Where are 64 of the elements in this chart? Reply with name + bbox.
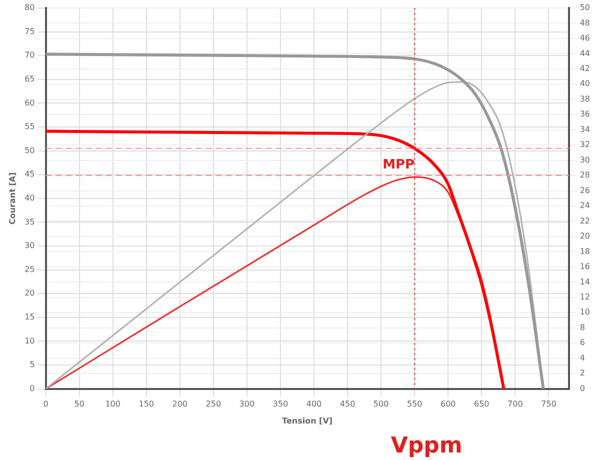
y-tick-label: 45 bbox=[24, 170, 35, 179]
y-tick-label: 20 bbox=[24, 288, 35, 298]
x-tick-label: 500 bbox=[373, 400, 389, 409]
x-tick-label: 400 bbox=[306, 400, 322, 409]
y2-tick-label: 18 bbox=[580, 246, 590, 256]
y2-tick-label: 34 bbox=[580, 124, 590, 134]
y2-tick-label: 44 bbox=[580, 48, 590, 58]
y2-tick-label: 22 bbox=[580, 216, 590, 226]
text: Vppm bbox=[390, 434, 462, 459]
y2-tick-label: 0 bbox=[580, 384, 585, 393]
y2-tick-label: 16 bbox=[580, 262, 590, 272]
x-tick-label: 550 bbox=[406, 400, 422, 409]
y2-tick-label: 4 bbox=[580, 353, 585, 362]
x-tick-label: 700 bbox=[508, 400, 523, 409]
y2-tick-label: 40 bbox=[580, 79, 590, 88]
line-series bbox=[46, 130, 506, 389]
x-tick-label: 650 bbox=[474, 400, 490, 409]
x-tick-label: 150 bbox=[138, 400, 154, 409]
y-axis-title: Courant [A] bbox=[8, 172, 17, 225]
y2-tick-label: 28 bbox=[580, 170, 590, 180]
x-tick-label: 600 bbox=[440, 400, 456, 409]
y2-tick-label: 26 bbox=[580, 186, 590, 195]
y-tick-label: 40 bbox=[24, 193, 35, 202]
y-tick-label: 80 bbox=[24, 3, 35, 12]
y-tick-label: 10 bbox=[24, 336, 35, 346]
y-tick-label: 15 bbox=[24, 312, 35, 322]
y2-tick-label: 8 bbox=[580, 322, 585, 332]
x-axis-title: Tension [V] bbox=[282, 416, 333, 426]
y2-tick-label: 48 bbox=[580, 18, 590, 28]
y2-tick-label: 14 bbox=[580, 277, 590, 286]
y2-tick-label: 30 bbox=[580, 155, 590, 164]
x-tick-label: 750 bbox=[541, 400, 556, 409]
y2-tick-label: 24 bbox=[580, 201, 590, 210]
y-tick-label: 5 bbox=[30, 360, 35, 370]
x-tick-label: 250 bbox=[206, 400, 222, 409]
y-tick-label: 55 bbox=[24, 122, 35, 132]
annotation: MPP bbox=[382, 157, 415, 172]
y2-tick-label: 10 bbox=[580, 308, 590, 317]
y2-tick-label: 46 bbox=[580, 34, 590, 43]
y2-tick-label: 38 bbox=[580, 94, 590, 104]
y-tick-label: 30 bbox=[24, 241, 35, 250]
x-tick-label: 300 bbox=[239, 400, 255, 409]
x-tick-label: 50 bbox=[74, 400, 84, 409]
y-tick-label: 35 bbox=[24, 217, 35, 226]
y2-tick-label: 36 bbox=[580, 110, 590, 119]
y2-tick-label: 12 bbox=[580, 292, 590, 302]
x-tick-label: 450 bbox=[340, 400, 356, 409]
y-tick-label: 60 bbox=[24, 98, 35, 108]
y-tick-label: 70 bbox=[24, 50, 35, 60]
y2-tick-label: 50 bbox=[580, 3, 590, 12]
y2-tick-label: 6 bbox=[580, 338, 585, 348]
y-tick-label: 65 bbox=[24, 74, 35, 84]
x-tick-label: 350 bbox=[272, 400, 288, 409]
y-tick-label: 75 bbox=[24, 26, 35, 36]
y2-tick-label: 42 bbox=[580, 64, 590, 74]
y2-tick-label: 2 bbox=[580, 368, 585, 378]
x-tick-label: 0 bbox=[43, 400, 48, 409]
x-tick-label: 200 bbox=[172, 400, 188, 409]
y-tick-label: 0 bbox=[30, 384, 35, 393]
y2-tick-label: 20 bbox=[580, 232, 590, 241]
y-tick-label: 25 bbox=[24, 264, 35, 274]
y2-tick-label: 32 bbox=[580, 140, 590, 150]
y-tick-label: 50 bbox=[24, 146, 35, 155]
x-tick-label: 100 bbox=[105, 400, 120, 409]
